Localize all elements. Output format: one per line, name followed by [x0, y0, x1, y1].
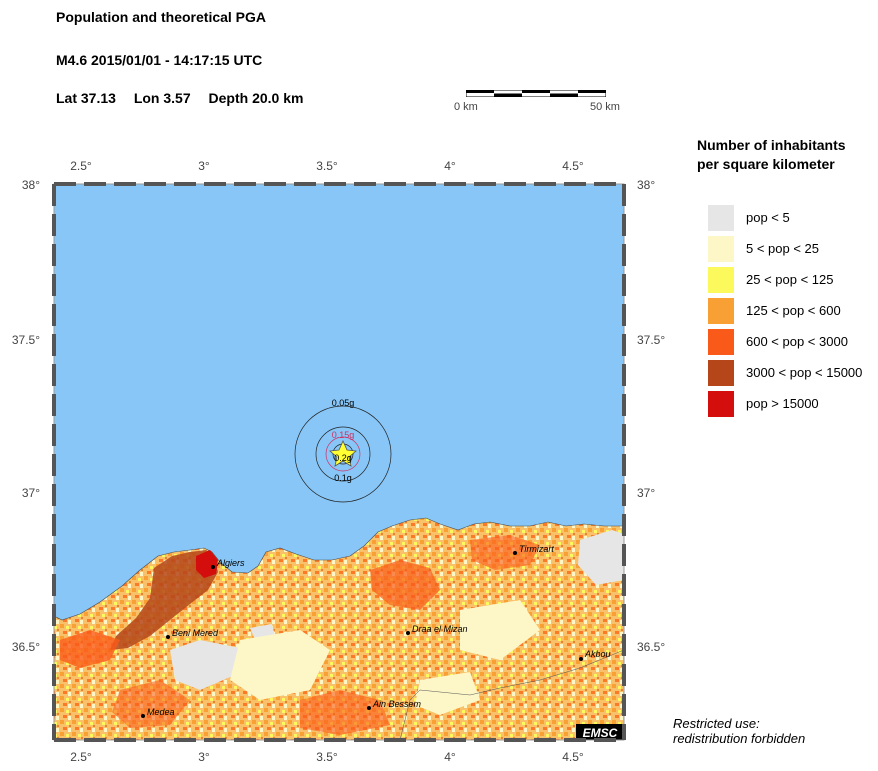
- city-label: Algiers: [216, 558, 245, 568]
- lat-tick-left: 36.5°: [12, 640, 40, 654]
- legend-item: pop > 15000: [708, 388, 862, 419]
- lon-tick-top: 3°: [198, 159, 210, 173]
- city-label: Draa el Mizan: [412, 624, 468, 634]
- city-label: Ain Bessem: [372, 699, 422, 709]
- lon-tick-top: 4.5°: [562, 159, 584, 173]
- lon-tick-top: 4°: [444, 159, 456, 173]
- urban-patch: [470, 535, 540, 570]
- restriction-line: Restricted use:: [673, 716, 760, 731]
- pga-circle-015g: [325, 436, 361, 472]
- legend-swatch: [708, 235, 734, 262]
- algiers-core: [196, 550, 218, 578]
- lon-tick-top: 3.5°: [316, 159, 338, 173]
- city-label: Beni Mered: [172, 628, 219, 638]
- longitude-text: Lon 3.57: [133, 90, 191, 106]
- legend-item: 125 < pop < 600: [708, 295, 862, 326]
- scale-bar: [466, 90, 606, 97]
- page-title: Population and theoretical PGA: [56, 9, 267, 25]
- city-marker: [367, 706, 371, 710]
- lat-tick-left: 37.5°: [12, 333, 40, 347]
- lat-tick-right: 37.5°: [637, 333, 665, 347]
- pga-label: 0.15g: [332, 430, 355, 440]
- scale-end-label: 50 km: [590, 101, 620, 113]
- urban-patch: [112, 680, 190, 728]
- city-marker: [579, 657, 583, 661]
- lon-tick-bottom: 4°: [444, 750, 456, 764]
- sparse-zone: [460, 600, 540, 660]
- lat-tick-left: 38°: [22, 178, 40, 192]
- city-marker: [141, 714, 145, 718]
- legend-swatch: [708, 297, 734, 324]
- city-marker: [513, 551, 517, 555]
- legend-label: 3000 < pop < 15000: [746, 365, 863, 380]
- lat-axis-ticks: 38° 37.5° 37° 36.5° 38° 37.5° 37° 36.5°: [12, 178, 666, 654]
- emsc-logo: [576, 724, 624, 740]
- legend-label: 125 < pop < 600: [746, 303, 841, 318]
- lat-tick-left: 37°: [22, 486, 40, 500]
- scale-start-label: 0 km: [454, 101, 478, 113]
- urban-patch: [60, 630, 120, 668]
- urban-patch: [370, 560, 440, 610]
- legend-item: 5 < pop < 25: [708, 233, 862, 264]
- lat-tick-right: 37°: [637, 486, 655, 500]
- legend-swatch: [708, 390, 734, 417]
- latitude-text: Lat 37.13: [56, 90, 116, 106]
- legend-label: 600 < pop < 3000: [746, 334, 848, 349]
- lon-axis-ticks: 2.5° 3° 3.5° 4° 4.5° 2.5° 3° 3.5° 4° 4.5…: [70, 159, 584, 764]
- legend-label: pop < 5: [746, 210, 790, 225]
- event-info: M4.6 2015/01/01 - 14:17:15 UTC: [56, 52, 263, 68]
- restriction-line: redistribution forbidden: [673, 731, 806, 746]
- city-marker: [211, 565, 215, 569]
- map-area: [54, 184, 624, 740]
- cities: Algiers Beni Mered Draa el Mizan Tirmiza…: [141, 544, 611, 718]
- emsc-logo-text: EMSC: [583, 726, 618, 740]
- legend-title-line: Number of inhabitants: [697, 137, 846, 153]
- legend-swatch: [708, 359, 734, 386]
- depth-text: Depth 20.0 km: [208, 90, 304, 106]
- city-label: Tirmizart: [519, 544, 554, 554]
- lon-tick-bottom: 3°: [198, 750, 210, 764]
- sparse-zone: [170, 640, 240, 690]
- pga-label: 0.1g: [334, 473, 352, 483]
- city-label: Medea: [147, 707, 175, 717]
- restriction-notice: Restricted use: redistribution forbidden: [673, 716, 805, 746]
- legend-label: pop > 15000: [746, 396, 819, 411]
- lat-tick-right: 36.5°: [637, 640, 665, 654]
- legend-swatch: [708, 266, 734, 293]
- pga-circle-01g: [315, 426, 371, 482]
- pga-label: 0.05g: [332, 398, 355, 408]
- legend-item: 25 < pop < 125: [708, 264, 862, 295]
- lon-tick-bottom: 4.5°: [562, 750, 584, 764]
- lon-tick-bottom: 2.5°: [70, 750, 92, 764]
- algiers-urban: [110, 550, 218, 650]
- legend-item: 3000 < pop < 15000: [708, 357, 862, 388]
- pga-circle-005g: [294, 405, 392, 503]
- legend-item: pop < 5: [708, 202, 862, 233]
- population-legend: pop < 5 5 < pop < 25 25 < pop < 125 125 …: [708, 202, 862, 419]
- legend-label: 25 < pop < 125: [746, 272, 834, 287]
- legend-swatch: [708, 204, 734, 231]
- event-location: Lat 37.13 Lon 3.57 Depth 20.0 km: [56, 90, 317, 106]
- lat-tick-right: 38°: [637, 178, 655, 192]
- urban-patch: [300, 690, 390, 735]
- lon-tick-top: 2.5°: [70, 159, 92, 173]
- lon-tick-bottom: 3.5°: [316, 750, 338, 764]
- legend-label: 5 < pop < 25: [746, 241, 820, 256]
- sparse-zone: [578, 530, 624, 585]
- admin-border: [399, 649, 624, 740]
- sparse-zone: [230, 630, 330, 700]
- legend-title-line: per square kilometer: [697, 156, 835, 172]
- legend-swatch: [708, 328, 734, 355]
- legend-title: Number of inhabitants per square kilomet…: [697, 136, 846, 174]
- pga-label: 0.2g: [334, 453, 352, 463]
- sparse-zone: [415, 672, 480, 715]
- city-label: Akbou: [584, 649, 611, 659]
- city-marker: [406, 631, 410, 635]
- legend-item: 600 < pop < 3000: [708, 326, 862, 357]
- epicenter-star-icon: [329, 440, 357, 467]
- city-marker: [166, 635, 170, 639]
